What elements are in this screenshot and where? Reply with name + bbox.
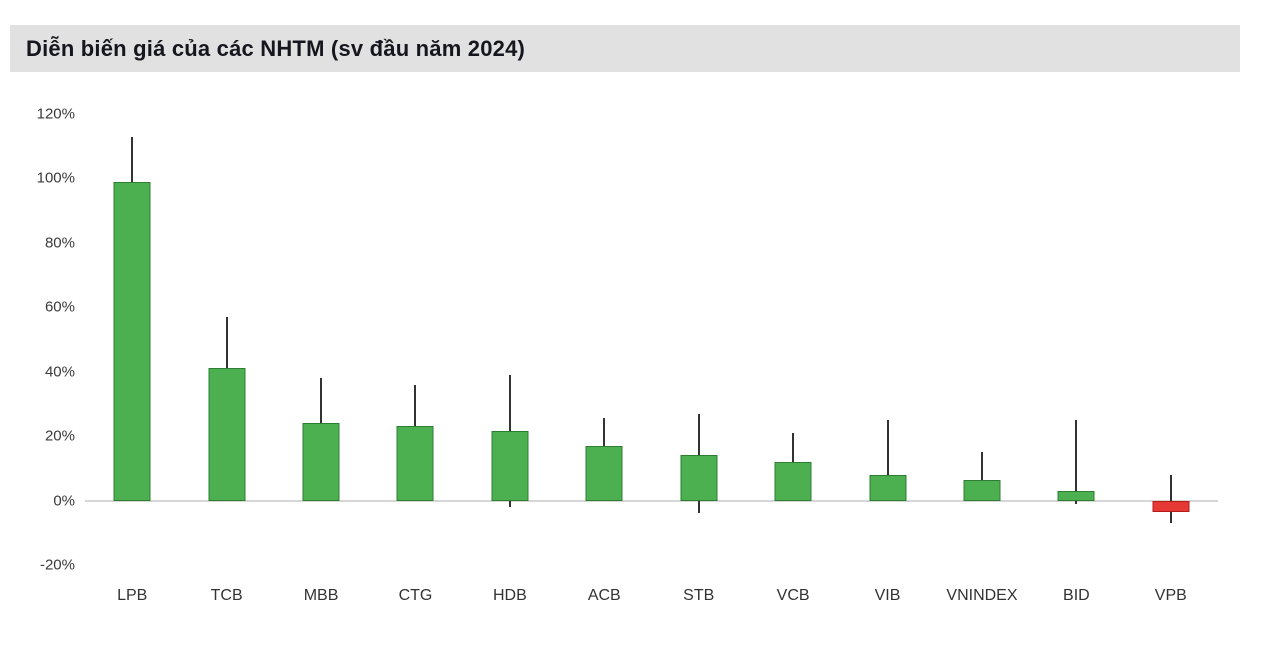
y-axis-tick-label: 120% xyxy=(36,105,75,123)
y-axis-tick-label: 40% xyxy=(44,363,75,381)
candle-whisker xyxy=(886,420,889,501)
candle-whisker xyxy=(980,452,983,501)
chart-title-banner: Diễn biến giá của các NHTM (sv đầu năm 2… xyxy=(10,25,1240,72)
candle-body-VIB xyxy=(869,474,907,501)
x-axis-label-TCB: TCB xyxy=(210,587,243,604)
candle-body-VNINDEX xyxy=(963,479,1001,501)
y-axis-tick-label: 20% xyxy=(44,427,75,445)
x-axis-label-ACB: ACB xyxy=(587,587,621,604)
x-axis-label-STB: STB xyxy=(683,587,715,604)
x-axis-label-MBB: MBB xyxy=(303,587,339,604)
candle-whisker xyxy=(1075,420,1078,504)
candle-body-VCB xyxy=(774,461,812,501)
candle-body-ACB xyxy=(585,445,623,501)
candle-body-CTG xyxy=(396,426,434,501)
candle-body-STB xyxy=(680,455,718,501)
y-axis: -20% 0% 20% 40% 60% 80% 100% 120% xyxy=(12,106,75,574)
x-axis: LPB TCB MBB CTG HDB ACB STB VCB VIB VNINDEX BID VPB xyxy=(85,587,1218,611)
chart-title: Diễn biến giá của các NHTM (sv đầu năm 2… xyxy=(26,35,526,61)
x-axis-label-CTG: CTG xyxy=(398,587,433,604)
y-axis-tick-label: 60% xyxy=(44,298,75,316)
x-axis-label-VNINDEX: VNINDEX xyxy=(946,587,1018,604)
candle-body-MBB xyxy=(302,423,340,501)
x-axis-label-BID: BID xyxy=(1063,587,1090,604)
candle-body-TCB xyxy=(208,368,246,501)
plot-area xyxy=(85,114,1218,565)
candle-body-BID xyxy=(1057,490,1095,501)
zero-baseline xyxy=(85,499,1218,502)
x-axis-label-HDB: HDB xyxy=(492,587,527,604)
price-performance-chart: -20% 0% 20% 40% 60% 80% 100% 120% LPB TCB MBB CTG H… xyxy=(0,90,1262,635)
candle-body-LPB xyxy=(113,181,151,501)
candle-body-HDB xyxy=(491,431,529,501)
candle-body-VPB xyxy=(1152,500,1190,512)
x-axis-label-VCB: VCB xyxy=(776,587,810,604)
y-axis-tick-label: -20% xyxy=(39,556,75,574)
y-axis-tick-label: 80% xyxy=(44,234,75,252)
x-axis-label-LPB: LPB xyxy=(117,587,148,604)
x-axis-label-VIB: VIB xyxy=(874,587,901,604)
x-axis-label-VPB: VPB xyxy=(1154,587,1187,604)
y-axis-tick-label: 100% xyxy=(36,169,75,187)
candle-whisker xyxy=(1169,474,1172,524)
y-axis-tick-label: 0% xyxy=(53,492,75,510)
